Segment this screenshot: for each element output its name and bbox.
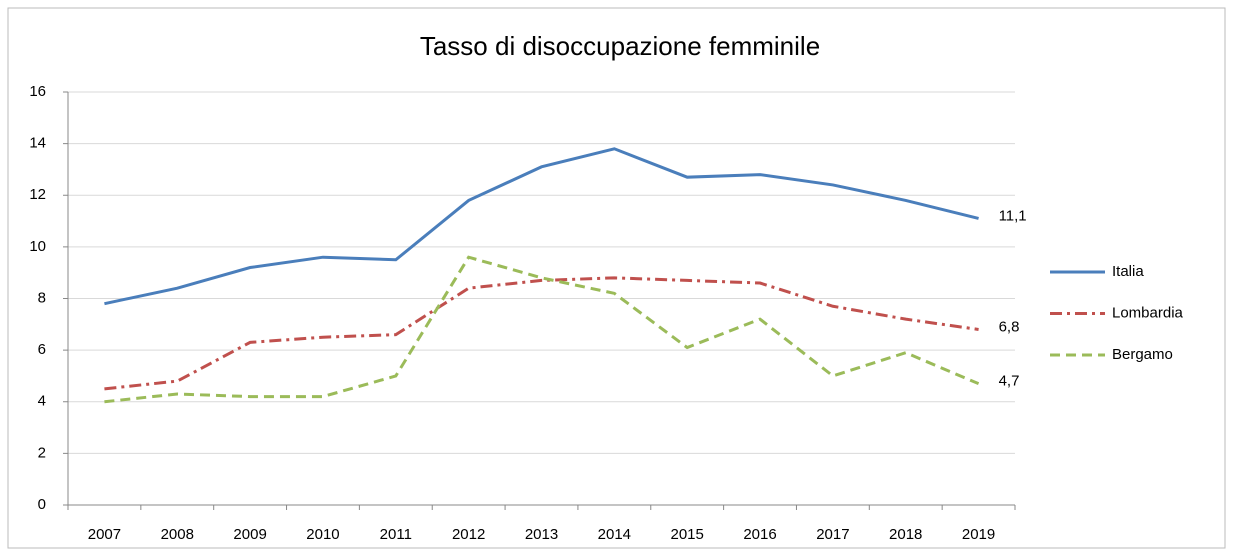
x-tick-label: 2011 (380, 526, 412, 543)
y-tick-label: 8 (38, 289, 46, 306)
y-tick-label: 12 (29, 186, 46, 203)
x-tick-label: 2009 (233, 526, 266, 543)
x-tick-label: 2017 (816, 526, 849, 543)
legend-label: Lombardia (1112, 304, 1184, 321)
value-label: 4,7 (999, 373, 1020, 390)
x-tick-label: 2018 (889, 526, 922, 543)
chart-title: Tasso di disoccupazione femminile (420, 31, 820, 61)
x-tick-label: 2014 (598, 526, 631, 543)
x-tick-label: 2019 (962, 526, 995, 543)
y-tick-label: 2 (38, 444, 46, 461)
legend-label: Italia (1112, 263, 1144, 280)
y-tick-label: 6 (38, 341, 46, 358)
y-tick-label: 14 (29, 135, 46, 152)
x-tick-label: 2012 (452, 526, 485, 543)
y-tick-label: 10 (29, 238, 46, 255)
y-tick-label: 4 (38, 393, 46, 410)
x-tick-label: 2015 (671, 526, 704, 543)
line-series (104, 255, 980, 404)
x-tick-label: 2010 (306, 526, 339, 543)
value-label: 11,1 (999, 207, 1027, 224)
legend-label: Bergamo (1112, 346, 1173, 363)
y-tick-label: 16 (29, 83, 46, 100)
x-tick-label: 2007 (88, 526, 121, 543)
x-tick-label: 2013 (525, 526, 558, 543)
value-label: 6,8 (999, 318, 1020, 335)
x-tick-label: 2008 (161, 526, 194, 543)
y-tick-label: 0 (38, 496, 46, 513)
line-series (104, 276, 979, 391)
line-series (104, 147, 979, 306)
x-tick-label: 2016 (743, 526, 776, 543)
